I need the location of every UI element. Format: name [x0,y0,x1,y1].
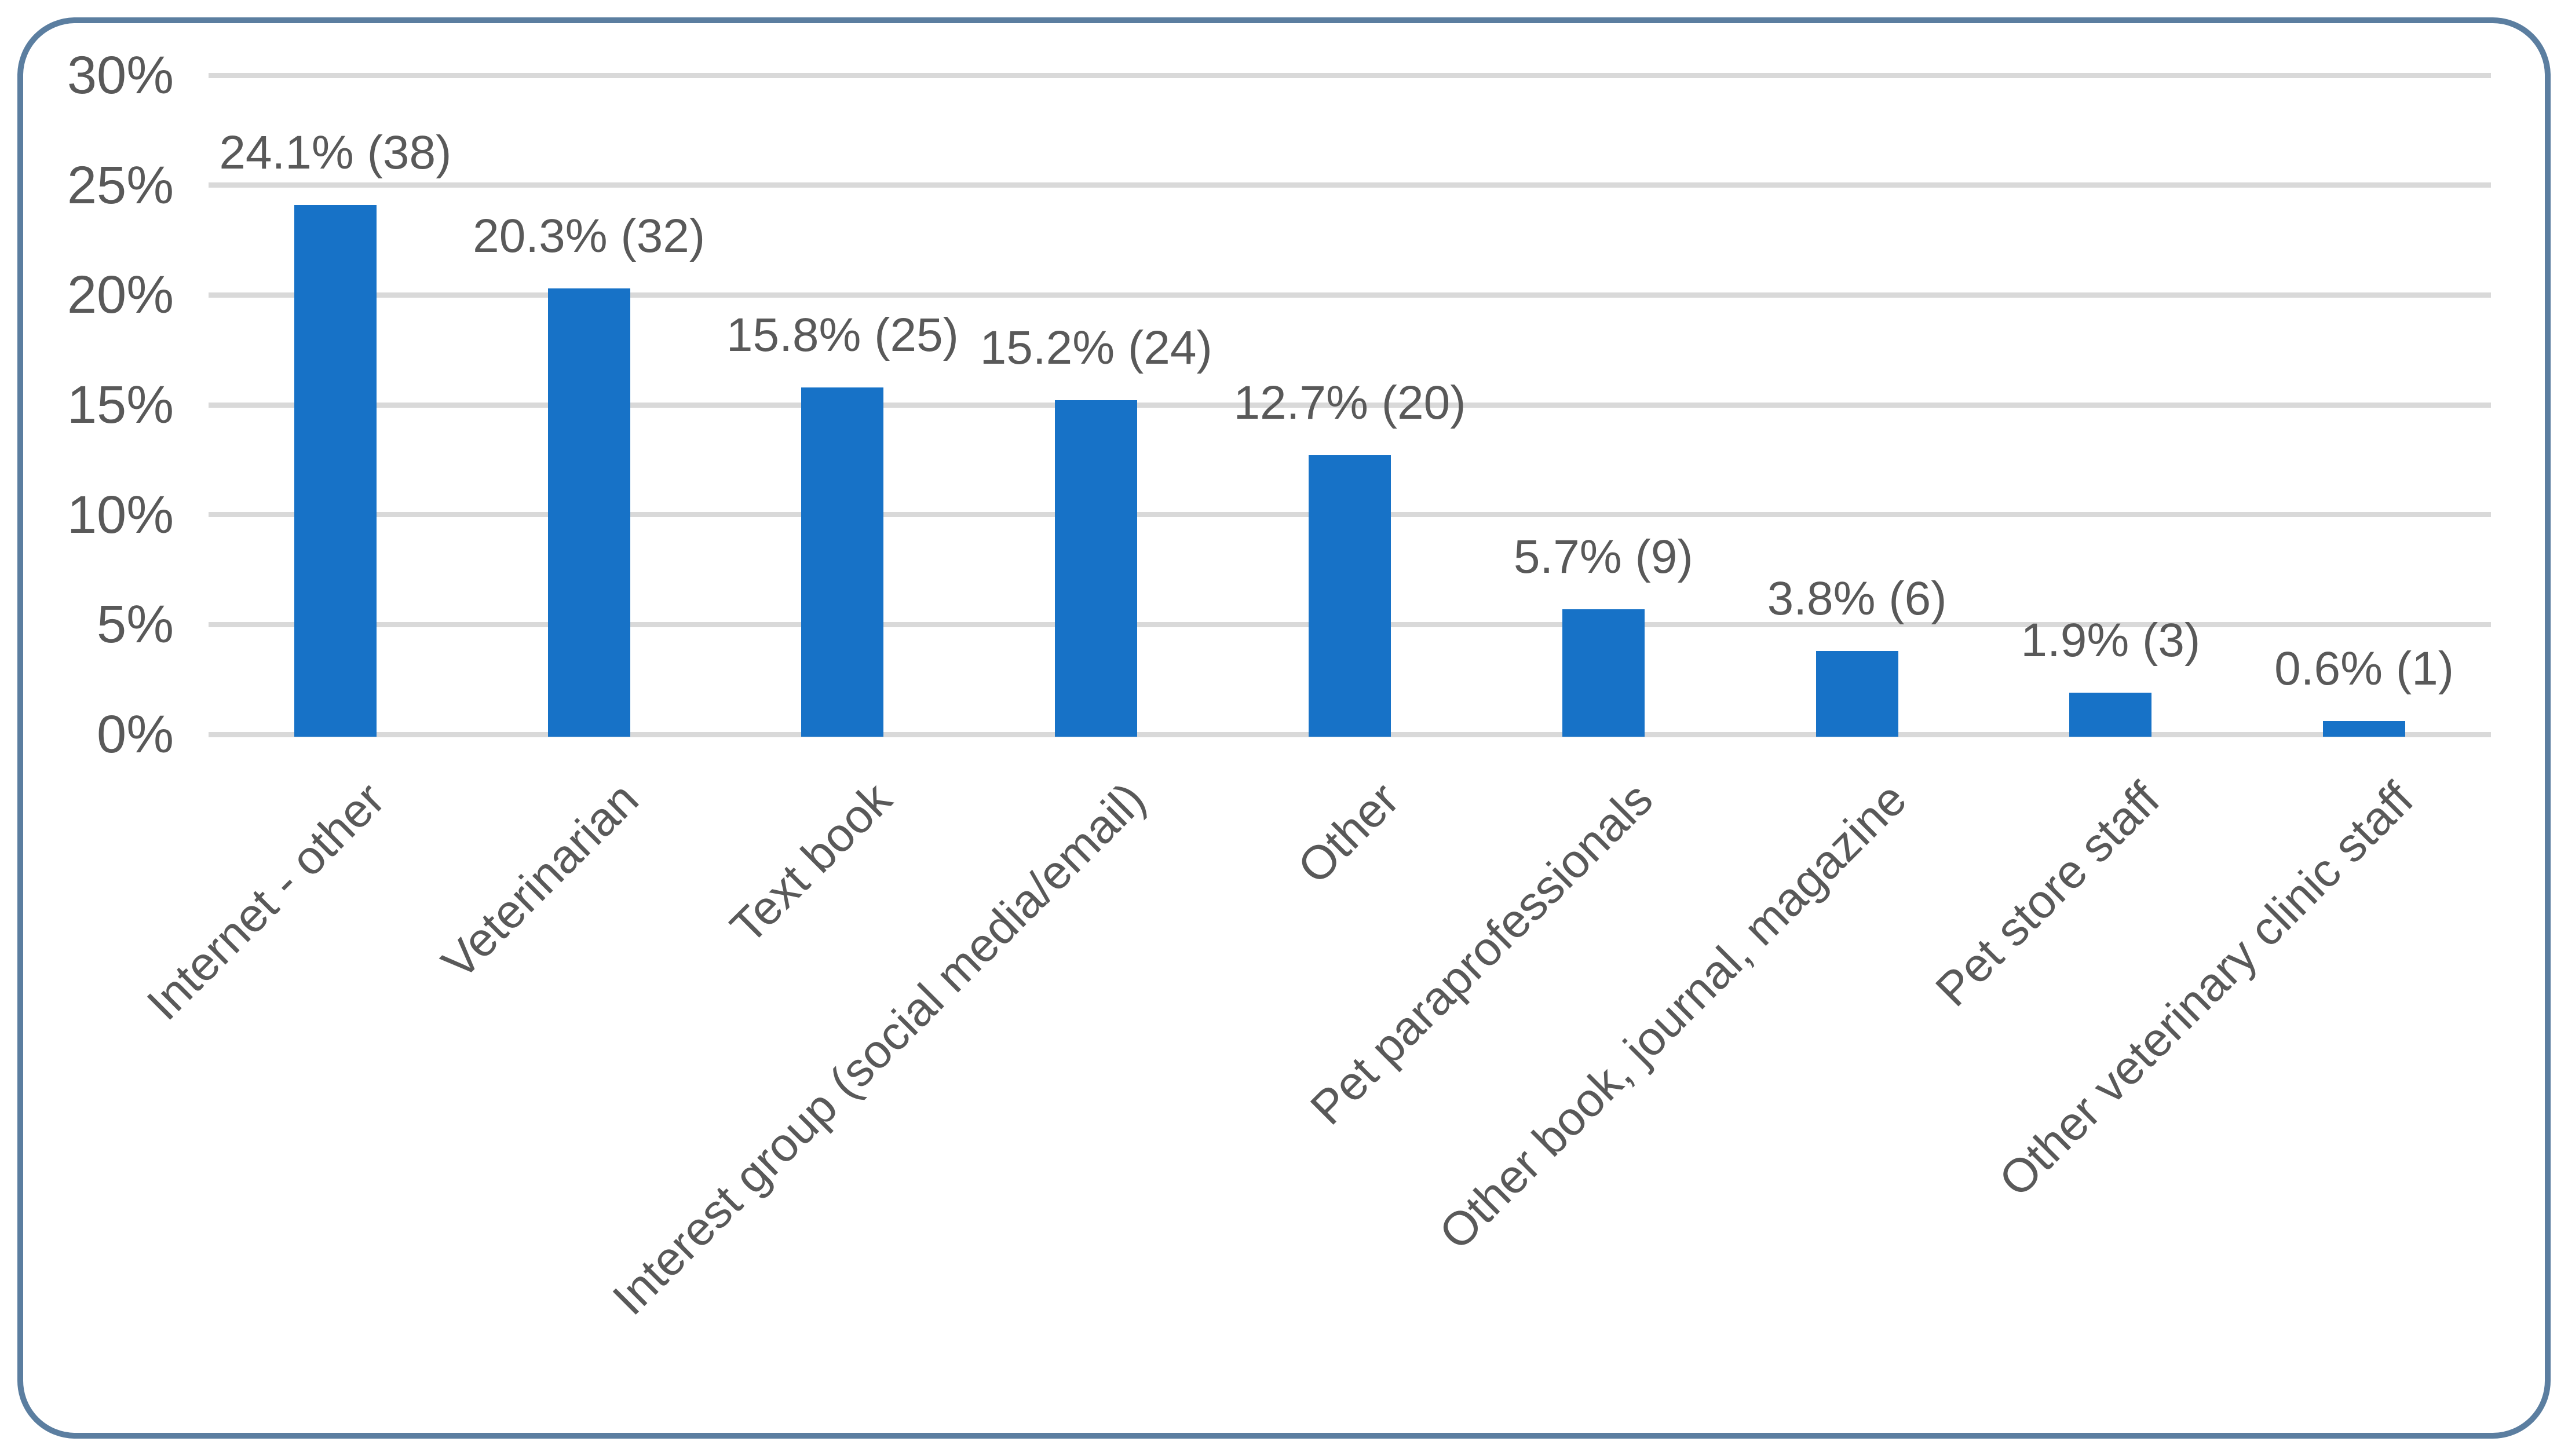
bar [547,288,630,737]
gridline [209,292,2491,298]
bar [1309,455,1391,737]
bar [1055,400,1138,737]
bar [1816,650,1898,737]
bar-data-label: 12.7% (20) [1233,376,1466,430]
gridline [209,182,2491,188]
bar-data-label: 15.2% (24) [980,321,1212,375]
bar-data-label: 5.7% (9) [1513,530,1693,583]
y-axis-tick-label: 15% [67,375,174,434]
y-axis-tick-label: 5% [97,595,174,654]
bar-data-label: 3.8% (6) [1767,572,1947,625]
gridline [209,72,2491,78]
bar [2069,692,2152,737]
bar [1562,609,1645,737]
y-axis-tick-label: 10% [67,485,174,544]
bar-data-label: 24.1% (38) [219,126,452,179]
gridline [209,402,2491,408]
y-axis-tick-label: 0% [97,705,174,764]
bar-data-label: 15.8% (25) [726,308,959,361]
bar [2323,721,2406,737]
bar-data-label: 0.6% (1) [2274,642,2454,696]
bar-data-label: 1.9% (3) [2021,613,2201,667]
bar [801,387,884,737]
y-axis-tick-label: 30% [67,46,174,105]
y-axis-tick-label: 25% [67,155,174,215]
y-axis-tick-label: 20% [67,265,174,325]
bar-data-label: 20.3% (32) [473,209,706,262]
bar [294,204,377,737]
